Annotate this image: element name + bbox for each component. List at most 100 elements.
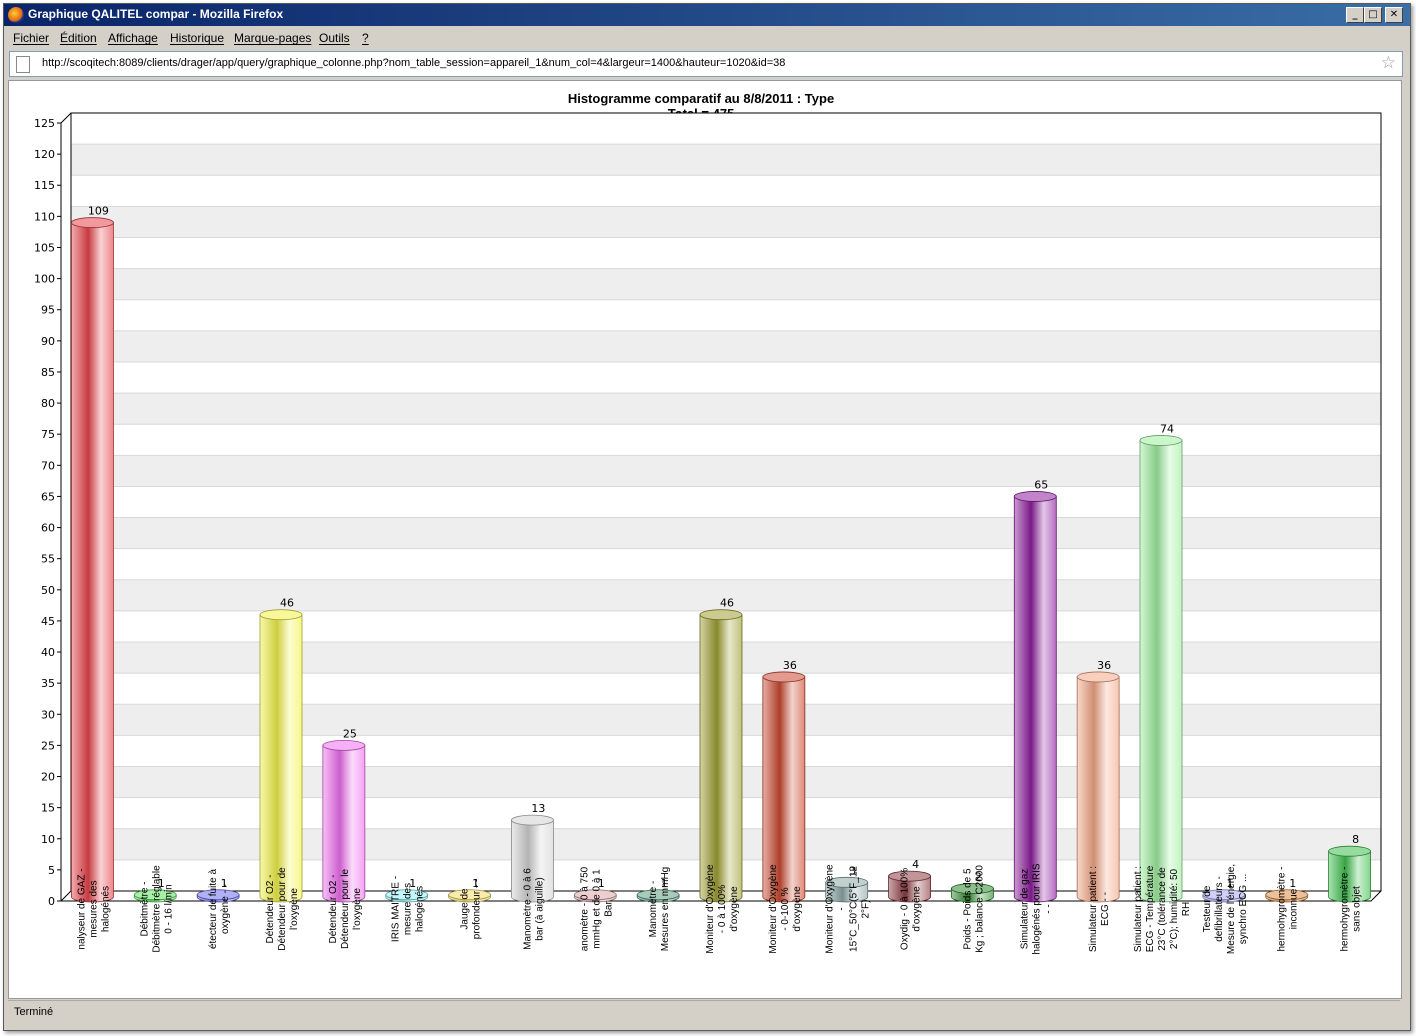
bar-cap xyxy=(448,889,491,901)
bar-value-label: 36 xyxy=(1097,659,1111,672)
bar-cap xyxy=(1328,845,1371,857)
x-tick-label: Manomètre - 0 à 6bar (à aiguille) xyxy=(522,868,545,950)
bar xyxy=(1328,845,1371,903)
bar-cap xyxy=(1076,671,1120,683)
bar-value-label: 4 xyxy=(912,858,919,871)
x-tick-label: Simulateur patient :ECG - - xyxy=(1088,866,1111,952)
x-tick-label: nalyseur de GAZ -mesures deshalogénés xyxy=(76,868,111,949)
bar xyxy=(511,814,554,903)
bar-value-label: 1 xyxy=(598,877,605,890)
bar xyxy=(1265,889,1309,903)
x-tick-label: IRIS MAITRE -mesure deshalogénés xyxy=(391,876,426,942)
bar-body xyxy=(1139,440,1183,903)
title-bar[interactable]: Graphique QALITEL compar - Mozilla Firef… xyxy=(4,4,1410,26)
bar-body xyxy=(71,222,114,903)
close-button[interactable]: ✕ xyxy=(1385,7,1403,23)
y-tick-label: 125 xyxy=(34,117,55,130)
y-tick-label: 50 xyxy=(41,584,55,597)
bar-cap xyxy=(133,889,177,901)
y-tick-label: 35 xyxy=(41,677,55,690)
bar-cap xyxy=(1202,889,1246,901)
bar-cap xyxy=(196,889,240,901)
y-tick-label: 85 xyxy=(41,366,55,379)
bar-value-label: 1 xyxy=(221,877,228,890)
bar-value-label: 36 xyxy=(783,659,797,672)
bar-body xyxy=(825,881,869,903)
address-bar[interactable]: http://scoqitech:8089/clients/drager/app… xyxy=(9,51,1403,77)
bar xyxy=(71,217,114,903)
star-icon[interactable]: ☆ xyxy=(1380,53,1396,73)
url-text[interactable]: http://scoqitech:8089/clients/drager/app… xyxy=(42,57,786,69)
x-tick-label: Détendeur O2 -Détendeur pour del'oxygène xyxy=(265,867,300,951)
y-tick-label: 55 xyxy=(41,553,55,566)
page-content: Histogramme comparatif au 8/8/2011 : Typ… xyxy=(8,80,1402,999)
bar-cap xyxy=(322,740,366,751)
bar-body xyxy=(322,745,366,903)
bar-value-label: 1 xyxy=(661,877,668,890)
bar-value-label: 65 xyxy=(1034,478,1048,491)
y-tick-label: 15 xyxy=(41,802,55,815)
x-tick-label: hermohygromètre -sans objet xyxy=(1340,866,1363,951)
bar-cap xyxy=(1013,491,1057,502)
chart-title: Histogramme comparatif au 8/8/2011 : Typ… xyxy=(568,91,834,106)
menu-affichage[interactable]: Affichage xyxy=(108,31,158,45)
grid-band xyxy=(71,237,1381,269)
bar-cap xyxy=(71,217,114,228)
bar-body xyxy=(762,676,806,903)
x-tick-label: Moniteur d'Oxygène-15°C_50°C(5°F_122°F) xyxy=(825,864,872,954)
status-text: Terminé xyxy=(14,1006,54,1018)
bar xyxy=(825,876,869,903)
bar-value-label: 1 xyxy=(1289,877,1296,890)
bar xyxy=(1013,491,1057,903)
firefox-icon xyxy=(8,7,24,23)
x-tick-label: Poids - Poids de 5Kg ; balance C2000 xyxy=(962,865,985,953)
menu-fichier[interactable]: Fichier xyxy=(13,31,50,45)
x-tick-label: Jauge deprofondeur - - xyxy=(460,879,483,940)
y-tick-label: 110 xyxy=(34,210,55,223)
bar-value-label: 1 xyxy=(472,877,479,890)
bar xyxy=(636,889,680,903)
bar-cap xyxy=(762,671,806,683)
maximize-button[interactable]: □ xyxy=(1364,7,1382,23)
menu-outils[interactable]: Outils xyxy=(319,31,350,45)
bar-body xyxy=(888,875,931,903)
status-bar: Terminé xyxy=(8,1000,1400,1023)
bar xyxy=(196,889,240,903)
menu-marque-pages[interactable]: Marque-pages xyxy=(234,31,312,45)
y-tick-label: 95 xyxy=(41,304,55,317)
bar-value-label: 8 xyxy=(1352,833,1359,846)
grid-band xyxy=(71,361,1381,394)
y-tick-label: 60 xyxy=(41,522,55,535)
grid-band xyxy=(71,424,1381,456)
x-tick-label: anomètre - 0 à 750mmHg et de 0 à 1Bar xyxy=(579,866,614,951)
bar xyxy=(1202,889,1246,903)
bar-body xyxy=(1328,850,1371,903)
menu-edition[interactable]: Édition xyxy=(60,31,97,45)
bar xyxy=(259,609,303,903)
bar-cap xyxy=(825,876,869,888)
bar-body xyxy=(699,614,743,903)
bar-value-label: 3 xyxy=(849,864,856,877)
y-tick-label: 120 xyxy=(34,148,55,161)
y-tick-label: 25 xyxy=(41,739,55,752)
bar xyxy=(385,889,429,903)
bar-cap xyxy=(699,609,743,621)
x-tick-label: Simulateur patient :ECG - Température23°… xyxy=(1133,865,1192,952)
menu-bar: Fichier Édition Affichage Historique Mar… xyxy=(4,26,1410,50)
x-tick-label: Testeur dedefibrillateurs -Mesure de l'é… xyxy=(1202,864,1249,954)
x-tick-label: Débitmètre -Débitmètre réglable0 - 16 l/… xyxy=(139,865,174,953)
grid-band xyxy=(71,548,1381,580)
y-tick-label: 20 xyxy=(41,771,55,784)
grid-band xyxy=(71,393,1381,425)
menu-help[interactable]: ? xyxy=(362,31,369,45)
grid-band xyxy=(71,330,1381,362)
bar-value-label: 2 xyxy=(975,871,982,884)
bar xyxy=(888,870,931,903)
bar-cap xyxy=(1265,889,1309,901)
menu-historique[interactable]: Historique xyxy=(170,31,225,45)
bar xyxy=(133,889,177,903)
minimize-button[interactable]: _ xyxy=(1346,7,1364,23)
grid-band xyxy=(71,299,1381,331)
y-tick-label: 115 xyxy=(34,179,55,192)
bar-value-label: 1 xyxy=(158,877,165,890)
